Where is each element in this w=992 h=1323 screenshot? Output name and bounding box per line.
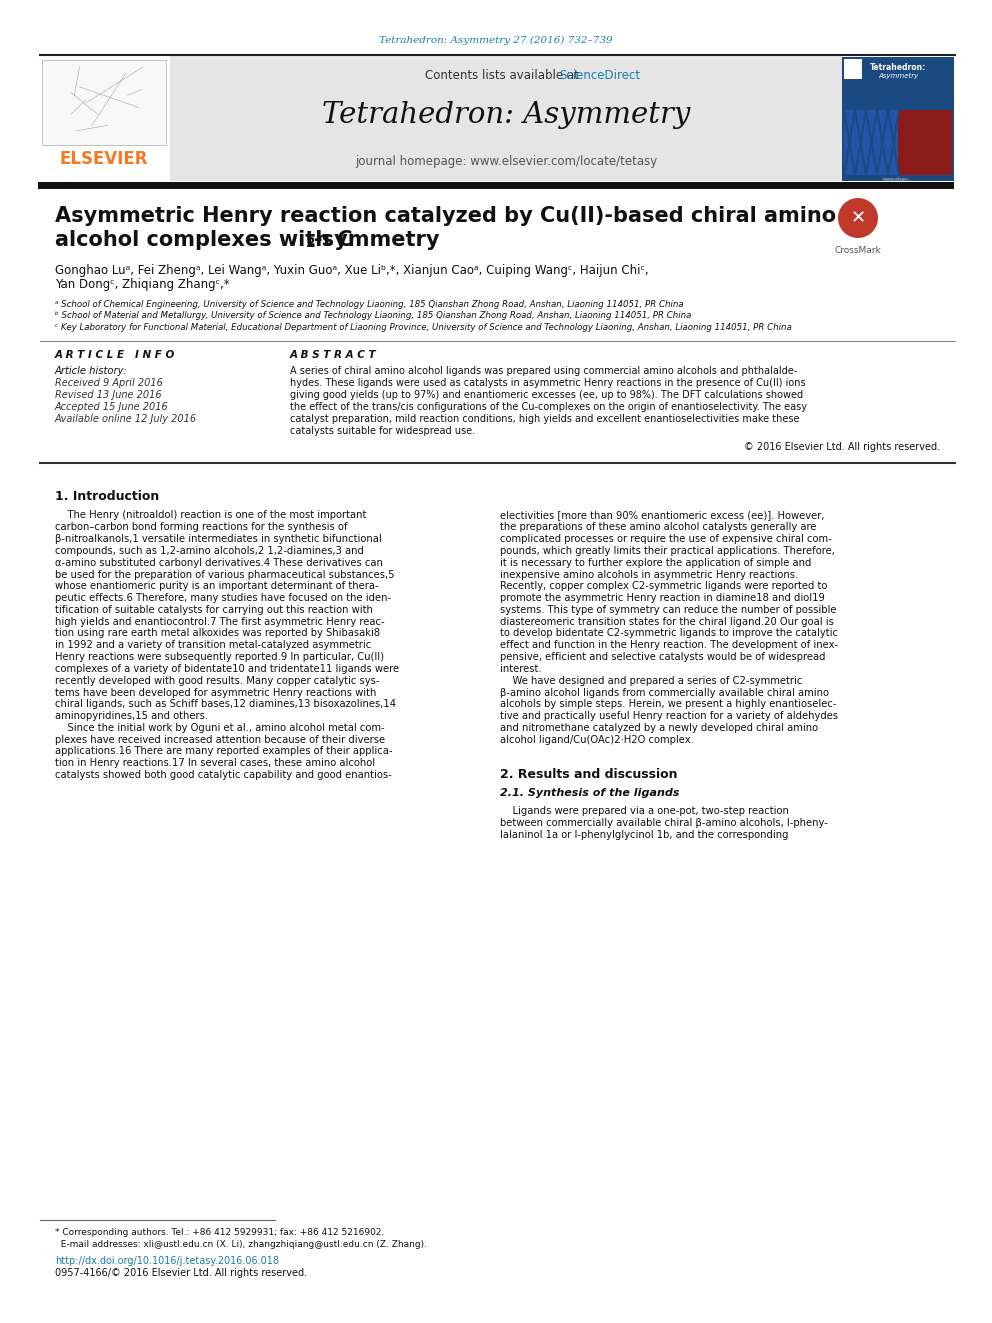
Text: Article history:: Article history:: [55, 366, 128, 377]
Text: β-amino alcohol ligands from commercially available chiral amino: β-amino alcohol ligands from commerciall…: [500, 688, 829, 697]
Text: Tetrahedron: Asymmetry: Tetrahedron: Asymmetry: [321, 101, 690, 130]
Text: alcohols by simple steps. Herein, we present a highly enantioselec-: alcohols by simple steps. Herein, we pre…: [500, 700, 836, 709]
Text: electivities [more than 90% enantiomeric excess (ee)]. However,: electivities [more than 90% enantiomeric…: [500, 511, 824, 520]
Text: tification of suitable catalysts for carrying out this reaction with: tification of suitable catalysts for car…: [55, 605, 373, 615]
Text: α-amino substituted carbonyl derivatives.4 These derivatives can: α-amino substituted carbonyl derivatives…: [55, 558, 383, 568]
Text: The Henry (nitroaldol) reaction is one of the most important: The Henry (nitroaldol) reaction is one o…: [55, 511, 366, 520]
Text: http://dx.doi.org/10.1016/j.tetasy.2016.06.018: http://dx.doi.org/10.1016/j.tetasy.2016.…: [55, 1256, 279, 1266]
Text: tems have been developed for asymmetric Henry reactions with: tems have been developed for asymmetric …: [55, 688, 376, 697]
Text: Revised 13 June 2016: Revised 13 June 2016: [55, 390, 162, 401]
Text: between commercially available chiral β-amino alcohols, l-pheny-: between commercially available chiral β-…: [500, 818, 828, 828]
Text: complexes of a variety of bidentate10 and tridentate11 ligands were: complexes of a variety of bidentate10 an…: [55, 664, 399, 673]
Text: * Corresponding authors. Tel.: +86 412 5929931; fax: +86 412 5216902.: * Corresponding authors. Tel.: +86 412 5…: [55, 1228, 384, 1237]
Text: systems. This type of symmetry can reduce the number of possible: systems. This type of symmetry can reduc…: [500, 605, 836, 615]
Text: pensive, efficient and selective catalysts would be of widespread: pensive, efficient and selective catalys…: [500, 652, 825, 662]
Text: CrossMark: CrossMark: [834, 246, 881, 255]
Text: ✕: ✕: [850, 209, 866, 228]
Text: interest.: interest.: [500, 664, 542, 673]
Text: the effect of the trans/cis configurations of the Cu-complexes on the origin of : the effect of the trans/cis configuratio…: [290, 402, 807, 413]
Text: We have designed and prepared a series of C2-symmetric: We have designed and prepared a series o…: [500, 676, 803, 685]
Text: applications.16 There are many reported examples of their applica-: applications.16 There are many reported …: [55, 746, 393, 757]
Text: Yan Dongᶜ, Zhiqiang Zhangᶜ,*: Yan Dongᶜ, Zhiqiang Zhangᶜ,*: [55, 278, 229, 291]
Bar: [38, 183, 954, 189]
Text: Available online 12 July 2016: Available online 12 July 2016: [55, 414, 197, 425]
Text: ELSEVIER: ELSEVIER: [60, 149, 148, 168]
Text: 1. Introduction: 1. Introduction: [55, 491, 160, 504]
Text: whose enantiomeric purity is an important determinant of thera-: whose enantiomeric purity is an importan…: [55, 581, 379, 591]
Text: promote the asymmetric Henry reaction in diamine18 and diol19: promote the asymmetric Henry reaction in…: [500, 593, 825, 603]
Text: Contents lists available at: Contents lists available at: [426, 69, 586, 82]
Text: recently developed with good results. Many copper catalytic sys-: recently developed with good results. Ma…: [55, 676, 380, 685]
Text: tion in Henry reactions.17 In several cases, these amino alcohol: tion in Henry reactions.17 In several ca…: [55, 758, 375, 769]
Text: www.elsev...: www.elsev...: [883, 177, 913, 183]
Text: aminopyridines,15 and others.: aminopyridines,15 and others.: [55, 710, 208, 721]
Text: Since the initial work by Oguni et al., amino alcohol metal com-: Since the initial work by Oguni et al., …: [55, 722, 385, 733]
Text: tive and practically useful Henry reaction for a variety of aldehydes: tive and practically useful Henry reacti…: [500, 710, 838, 721]
Text: Accepted 15 June 2016: Accepted 15 June 2016: [55, 402, 169, 413]
Text: Asymmetric Henry reaction catalyzed by Cu(II)-based chiral amino: Asymmetric Henry reaction catalyzed by C…: [55, 206, 836, 226]
Text: ᵇ School of Material and Metallurgy, University of Science and Technology Liaoni: ᵇ School of Material and Metallurgy, Uni…: [55, 311, 691, 320]
Bar: [898, 110, 952, 175]
Text: Tetrahedron:: Tetrahedron:: [870, 64, 927, 71]
Text: catalysts showed both good catalytic capability and good enantios-: catalysts showed both good catalytic cap…: [55, 770, 392, 781]
Text: 2. Results and discussion: 2. Results and discussion: [500, 769, 678, 782]
Text: ᶜ Key Laboratory for Functional Material, Educational Department of Liaoning Pro: ᶜ Key Laboratory for Functional Material…: [55, 323, 792, 332]
Bar: [844, 110, 898, 175]
Text: in 1992 and a variety of transition metal-catalyzed asymmetric: in 1992 and a variety of transition meta…: [55, 640, 371, 651]
Text: Ligands were prepared via a one-pot, two-step reaction: Ligands were prepared via a one-pot, two…: [500, 806, 789, 816]
Text: inexpensive amino alcohols in asymmetric Henry reactions.: inexpensive amino alcohols in asymmetric…: [500, 569, 799, 579]
Text: alcohol ligand/Cu(OAc)2·H2O complex.: alcohol ligand/Cu(OAc)2·H2O complex.: [500, 734, 693, 745]
Text: complicated processes or require the use of expensive chiral com-: complicated processes or require the use…: [500, 534, 831, 544]
Text: Henry reactions were subsequently reported.9 In particular, Cu(II): Henry reactions were subsequently report…: [55, 652, 384, 662]
Bar: [844, 60, 862, 79]
Bar: [170, 56, 842, 181]
Bar: [38, 57, 170, 181]
Text: A B S T R A C T: A B S T R A C T: [290, 351, 377, 360]
Text: chiral ligands, such as Schiff bases,12 diamines,13 bisoxazolines,14: chiral ligands, such as Schiff bases,12 …: [55, 700, 396, 709]
Bar: [842, 57, 954, 181]
Text: catalysts suitable for widespread use.: catalysts suitable for widespread use.: [290, 426, 475, 437]
Text: journal homepage: www.elsevier.com/locate/tetasy: journal homepage: www.elsevier.com/locat…: [355, 156, 657, 168]
Text: β-nitroalkanols,1 versatile intermediates in synthetic bifunctional: β-nitroalkanols,1 versatile intermediate…: [55, 534, 382, 544]
Text: carbon–carbon bond forming reactions for the synthesis of: carbon–carbon bond forming reactions for…: [55, 523, 347, 532]
Text: catalyst preparation, mild reaction conditions, high yields and excellent enanti: catalyst preparation, mild reaction cond…: [290, 414, 800, 425]
Text: pounds, which greatly limits their practical applications. Therefore,: pounds, which greatly limits their pract…: [500, 546, 835, 556]
Circle shape: [838, 198, 878, 238]
Bar: [42, 60, 166, 146]
Text: 2.1. Synthesis of the ligands: 2.1. Synthesis of the ligands: [500, 789, 680, 798]
Text: E-mail addresses: xli@ustl.edu.cn (X. Li), zhangzhiqiang@ustl.edu.cn (Z. Zhang).: E-mail addresses: xli@ustl.edu.cn (X. Li…: [55, 1240, 427, 1249]
Bar: [844, 60, 952, 89]
Text: Gonghao Luᵃ, Fei Zhengᵃ, Lei Wangᵃ, Yuxin Guoᵃ, Xue Liᵇ,*, Xianjun Caoᵃ, Cuiping: Gonghao Luᵃ, Fei Zhengᵃ, Lei Wangᵃ, Yuxi…: [55, 265, 649, 277]
Text: peutic effects.6 Therefore, many studies have focused on the iden-: peutic effects.6 Therefore, many studies…: [55, 593, 391, 603]
Text: Received 9 April 2016: Received 9 April 2016: [55, 378, 163, 389]
Text: A series of chiral amino alcohol ligands was prepared using commercial amino alc: A series of chiral amino alcohol ligands…: [290, 366, 798, 377]
Text: alcohol complexes with C: alcohol complexes with C: [55, 230, 352, 250]
Text: Tetrahedron: Asymmetry 27 (2016) 732–739: Tetrahedron: Asymmetry 27 (2016) 732–739: [379, 36, 613, 45]
Text: tion using rare earth metal alkoxides was reported by Shibasaki8: tion using rare earth metal alkoxides wa…: [55, 628, 380, 639]
Text: giving good yields (up to 97%) and enantiomeric excesses (ee, up to 98%). The DF: giving good yields (up to 97%) and enant…: [290, 390, 804, 401]
Text: © 2016 Elsevier Ltd. All rights reserved.: © 2016 Elsevier Ltd. All rights reserved…: [744, 442, 940, 452]
Text: diastereomeric transition states for the chiral ligand.20 Our goal is: diastereomeric transition states for the…: [500, 617, 834, 627]
Text: be used for the preparation of various pharmaceutical substances,5: be used for the preparation of various p…: [55, 569, 395, 579]
Text: hydes. These ligands were used as catalysts in asymmetric Henry reactions in the: hydes. These ligands were used as cataly…: [290, 378, 806, 389]
Text: ᵃ School of Chemical Engineering, University of Science and Technology Liaoning,: ᵃ School of Chemical Engineering, Univer…: [55, 300, 683, 310]
Text: Recently, copper complex C2-symmetric ligands were reported to: Recently, copper complex C2-symmetric li…: [500, 581, 827, 591]
Text: 0957-4166/© 2016 Elsevier Ltd. All rights reserved.: 0957-4166/© 2016 Elsevier Ltd. All right…: [55, 1267, 308, 1278]
Text: high yields and enantiocontrol.7 The first asymmetric Henry reac-: high yields and enantiocontrol.7 The fir…: [55, 617, 385, 627]
Text: to develop bidentate C2-symmetric ligands to improve the catalytic: to develop bidentate C2-symmetric ligand…: [500, 628, 838, 639]
Text: lalaninol 1a or l-phenylglycinol 1b, and the corresponding: lalaninol 1a or l-phenylglycinol 1b, and…: [500, 830, 789, 840]
Text: compounds, such as 1,2-amino alcohols,2 1,2-diamines,3 and: compounds, such as 1,2-amino alcohols,2 …: [55, 546, 364, 556]
Text: 2: 2: [306, 235, 315, 250]
Text: plexes have received increased attention because of their diverse: plexes have received increased attention…: [55, 734, 385, 745]
Text: the preparations of these amino alcohol catalysts generally are: the preparations of these amino alcohol …: [500, 523, 816, 532]
Text: effect and function in the Henry reaction. The development of inex-: effect and function in the Henry reactio…: [500, 640, 838, 651]
Text: A R T I C L E   I N F O: A R T I C L E I N F O: [55, 351, 176, 360]
Text: it is necessary to further explore the application of simple and: it is necessary to further explore the a…: [500, 558, 811, 568]
Text: -symmetry: -symmetry: [314, 230, 440, 250]
Text: ScienceDirect: ScienceDirect: [559, 69, 641, 82]
Text: Asymmetry: Asymmetry: [878, 73, 919, 79]
Text: and nitromethane catalyzed by a newly developed chiral amino: and nitromethane catalyzed by a newly de…: [500, 722, 818, 733]
